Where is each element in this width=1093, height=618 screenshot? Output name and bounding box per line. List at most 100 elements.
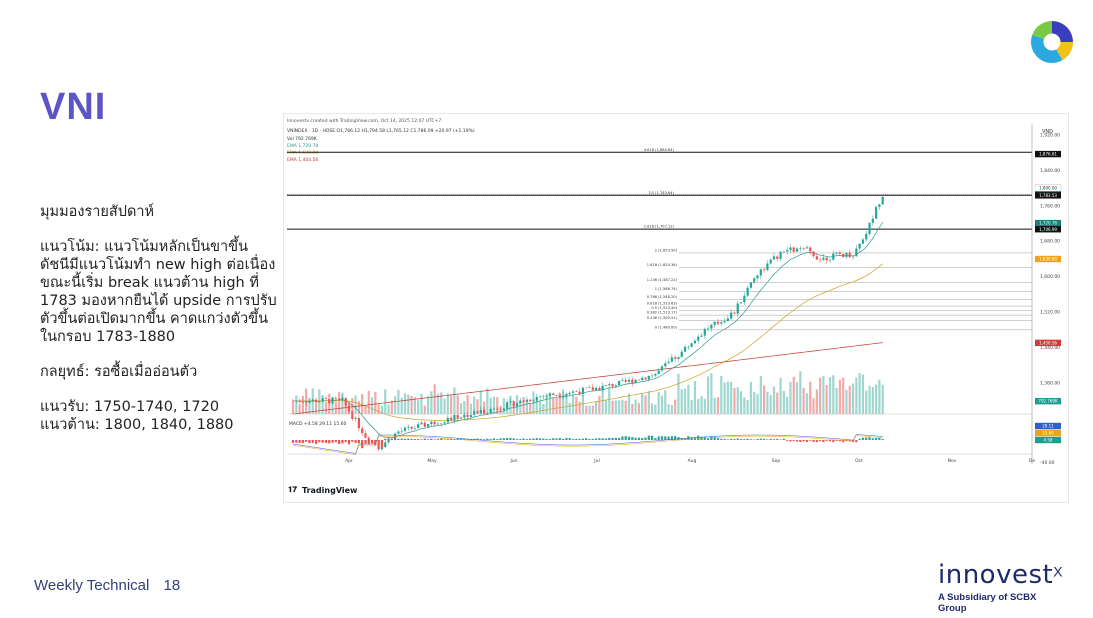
candle-body	[324, 398, 328, 400]
volume-bar	[367, 390, 370, 414]
chart-currency: VND	[1042, 129, 1053, 135]
volume-bar	[723, 382, 726, 414]
volume-bar	[568, 402, 571, 414]
macd-bar	[858, 438, 861, 440]
candle-body	[456, 414, 459, 419]
macd-bar	[430, 438, 433, 440]
macd-bar	[440, 438, 443, 440]
chart-creator: Innovestx created with TradingView.com, …	[287, 118, 441, 124]
candle-body	[328, 399, 331, 404]
volume-bar	[591, 405, 594, 414]
x-tick-label: Jul	[593, 458, 599, 464]
volume-bar	[660, 395, 664, 414]
volume-bar	[805, 393, 809, 414]
macd-bar	[598, 438, 601, 440]
macd-bar	[667, 436, 670, 440]
macd-bar	[433, 439, 436, 440]
macd-bar	[585, 438, 588, 440]
candle-body	[522, 400, 525, 402]
macd-bar	[881, 438, 884, 440]
candle-body	[763, 269, 766, 271]
volume-bar	[878, 379, 881, 414]
volume-bar	[400, 397, 403, 414]
candle-body	[486, 413, 489, 414]
candle-body	[357, 417, 360, 429]
volume-bar	[680, 389, 683, 414]
volume-bar	[361, 394, 364, 414]
candle-body	[674, 357, 677, 359]
macd-bar	[627, 436, 631, 440]
volume-bar	[459, 403, 463, 414]
macd-bar	[782, 438, 785, 440]
volume-bar	[621, 399, 624, 414]
macd-bar	[842, 440, 845, 443]
candle-body	[423, 422, 426, 427]
y-tick-label: 1,840.00	[1040, 168, 1060, 174]
macd-bar	[591, 438, 594, 440]
ema-line	[293, 263, 883, 422]
macd-bar	[512, 438, 515, 440]
volume-bar	[766, 391, 769, 414]
macd-bar	[565, 437, 568, 440]
macd-bar	[426, 439, 430, 440]
macd-tag-label: 29.11	[1042, 424, 1054, 429]
macd-tag	[1035, 429, 1061, 437]
macd-bar	[875, 438, 878, 440]
volume-bar	[683, 388, 687, 414]
y-tick-label: 1,360.00	[1040, 380, 1060, 386]
candle-body	[548, 393, 552, 396]
macd-bar	[509, 437, 512, 440]
macd-bar	[670, 436, 673, 440]
macd-bar	[647, 435, 650, 440]
candle-body	[815, 256, 818, 260]
volume-bar	[608, 388, 611, 414]
macd-bar	[634, 437, 637, 440]
volume-bar	[828, 377, 832, 414]
volume-bar	[736, 387, 739, 414]
candle-body	[627, 379, 631, 382]
candle-body	[459, 417, 463, 419]
macd-bar	[347, 440, 351, 445]
volume-bar	[489, 397, 492, 414]
volume-bar	[611, 400, 614, 414]
volume-bar	[730, 381, 733, 414]
candle-body	[746, 287, 749, 296]
candle-body	[621, 379, 624, 381]
volume-bar	[713, 397, 716, 414]
candle-body	[496, 408, 499, 410]
volume-bar	[387, 404, 390, 414]
y-tick-label: 1,760.00	[1040, 203, 1060, 209]
fib-label: 1 (1,566.74)	[655, 287, 678, 291]
volume-bar	[295, 395, 298, 414]
y-tick-label: 1,600.00	[1040, 274, 1060, 280]
macd-bar	[450, 438, 453, 440]
volume-bar	[321, 395, 324, 414]
macd-bar	[868, 437, 871, 440]
volume-bar	[413, 396, 416, 414]
macd-bar	[641, 437, 644, 440]
fib-label: 0 (1,480.00)	[655, 325, 678, 329]
macd-bar	[802, 440, 805, 442]
candle-body	[305, 402, 308, 403]
macd-tag-label: 15.60	[1042, 431, 1054, 436]
macd-bar	[298, 440, 301, 443]
macd-bar	[305, 440, 308, 442]
candle-body	[835, 252, 838, 254]
macd-bar	[769, 438, 772, 440]
price-tag	[1035, 150, 1061, 158]
vol-tag-label: 792.769K	[1038, 399, 1058, 404]
candle-body	[809, 247, 812, 252]
candle-body	[772, 256, 776, 260]
volume-bar	[552, 397, 555, 414]
candle-body	[713, 321, 716, 325]
macd-bar	[370, 440, 374, 444]
volume-bar	[492, 396, 496, 414]
macd-signal-line	[292, 435, 883, 455]
volume-bar	[390, 400, 393, 414]
volume-bar	[861, 374, 865, 414]
macd-bar	[331, 440, 334, 443]
macd-bar	[871, 438, 874, 440]
candle-body	[430, 421, 433, 424]
x-tick-label: De	[1029, 458, 1035, 464]
macd-bar	[344, 440, 347, 443]
